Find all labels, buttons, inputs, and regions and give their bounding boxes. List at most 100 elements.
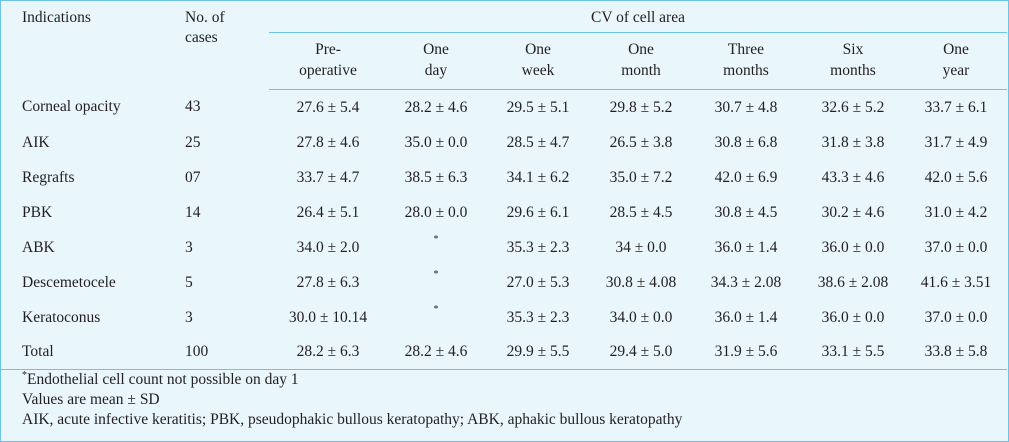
column-header-line1: One bbox=[628, 41, 654, 58]
indications-header: Indications bbox=[22, 9, 91, 26]
value-cell: 29.9 ± 5.5 bbox=[485, 335, 591, 370]
value-cell: 42.0 ± 5.6 bbox=[924, 168, 988, 186]
table-row: Regrafts 07 33.7 ± 4.7 38.5 ± 6.3 34.1 ± 6.2… bbox=[0, 160, 1007, 195]
column-header-line2: week bbox=[521, 62, 555, 79]
value-cell: 33.1 ± 5.5 bbox=[801, 335, 905, 370]
value-cell: 29.5 ± 5.1 bbox=[506, 98, 570, 116]
not-available-mark: * bbox=[433, 269, 439, 280]
value-cell: 42.0 ± 6.9 bbox=[714, 168, 778, 186]
value-cell: 29.4 ± 5.0 bbox=[591, 335, 691, 370]
value-cell: 30.0 ± 10.14 bbox=[288, 308, 368, 326]
cases-header: No. of cases bbox=[185, 0, 269, 90]
value-cell: 36.0 ± 1.4 bbox=[714, 308, 778, 326]
value-cell: 31.0 ± 4.2 bbox=[924, 203, 988, 221]
column-header: One day bbox=[387, 32, 485, 90]
value-cell: 28.5 ± 4.5 bbox=[609, 203, 673, 221]
value-cell: 27.8 ± 6.3 bbox=[296, 273, 360, 291]
indication-cell: Keratoconus bbox=[22, 308, 101, 326]
column-header-line1: One bbox=[525, 41, 551, 58]
value-cell: 30.8 ± 6.8 bbox=[714, 133, 778, 151]
footnote-abbreviations: AIK, acute infective keratitis; PBK, pse… bbox=[22, 411, 683, 429]
value-cell: 35.3 ± 2.3 bbox=[506, 238, 570, 256]
value-cell: 31.9 ± 5.6 bbox=[691, 335, 801, 370]
cases-cell: 3 bbox=[185, 308, 193, 326]
value-cell: 31.8 ± 3.8 bbox=[821, 133, 885, 151]
value-cell: 29.6 ± 6.1 bbox=[506, 203, 570, 221]
value-cell: 38.5 ± 6.3 bbox=[404, 168, 468, 186]
column-header: One month bbox=[591, 32, 691, 90]
value-cell: 27.8 ± 4.6 bbox=[296, 133, 360, 151]
column-header: One year bbox=[905, 32, 1007, 90]
value-cell: 34.0 ± 0.0 bbox=[609, 308, 673, 326]
column-header-line1: One bbox=[943, 41, 969, 58]
indication-cell: AIK bbox=[22, 133, 50, 151]
column-header-line1: Six bbox=[842, 41, 864, 58]
cases-header-line1: No. of bbox=[185, 9, 225, 26]
column-header-line1: Pre- bbox=[315, 41, 341, 58]
value-cell: 37.0 ± 0.0 bbox=[924, 308, 988, 326]
value-cell: 34.0 ± 2.0 bbox=[296, 238, 360, 256]
column-header: Three months bbox=[691, 32, 801, 90]
table-row: Descemetocele 5 27.8 ± 6.3 * 27.0 ± 5.3 30.8 … bbox=[0, 265, 1007, 300]
indication-cell: Total bbox=[0, 335, 185, 370]
cases-cell: 3 bbox=[185, 238, 193, 256]
value-cell: 28.2 ± 6.3 bbox=[269, 335, 387, 370]
value-cell: 34 ± 0.0 bbox=[615, 238, 667, 256]
value-cell: 28.5 ± 4.7 bbox=[506, 133, 570, 151]
not-available-mark: * bbox=[433, 234, 439, 245]
value-cell: 36.0 ± 0.0 bbox=[821, 238, 885, 256]
cases-cell: 43 bbox=[185, 98, 201, 116]
column-header-line1: One bbox=[423, 41, 449, 58]
value-cell: 28.2 ± 4.6 bbox=[387, 335, 485, 370]
value-cell: 38.6 ± 2.08 bbox=[817, 273, 889, 291]
table-row: PBK 14 26.4 ± 5.1 28.0 ± 0.0 29.6 ± 6.1 28.5 … bbox=[0, 195, 1007, 230]
column-header-line2: months bbox=[830, 62, 876, 79]
footnote-star-mark: * bbox=[22, 370, 27, 381]
column-header: Pre-operative bbox=[269, 32, 387, 90]
cases-cell: 14 bbox=[185, 203, 201, 221]
column-header: One week bbox=[485, 32, 591, 90]
table-row: AIK 25 27.8 ± 4.6 35.0 ± 0.0 28.5 ± 4.7 26.5 … bbox=[0, 125, 1007, 160]
cases-cell: 100 bbox=[185, 335, 269, 370]
table-row: Keratoconus 3 30.0 ± 10.14 * 35.3 ± 2.3 34.0 … bbox=[0, 300, 1007, 335]
cv-cell-area-table: Indications No. of cases CV of cell area… bbox=[0, 0, 1007, 370]
table-footnotes: *Endothelial cell count not possible on … bbox=[22, 366, 682, 430]
column-header-line2: months bbox=[723, 62, 769, 79]
value-cell: 33.7 ± 6.1 bbox=[924, 98, 988, 116]
value-cell: 30.8 ± 4.5 bbox=[714, 203, 778, 221]
value-cell: 27.6 ± 5.4 bbox=[296, 98, 360, 116]
value-cell: 29.8 ± 5.2 bbox=[609, 98, 673, 116]
column-header-line1: Three bbox=[727, 41, 765, 58]
indication-cell: Corneal opacity bbox=[22, 98, 121, 116]
column-header-line2: year bbox=[942, 62, 970, 79]
indication-cell: Regrafts bbox=[22, 168, 75, 186]
footnote-star-text: Endothelial cell count not possible on d… bbox=[27, 371, 299, 389]
value-cell: 33.7 ± 4.7 bbox=[296, 168, 360, 186]
header-row-1: Indications No. of cases CV of cell area bbox=[0, 0, 1007, 46]
footnote-star: *Endothelial cell count not possible on … bbox=[22, 366, 682, 390]
value-cell: 33.8 ± 5.8 bbox=[905, 335, 1007, 370]
value-cell: 30.7 ± 4.8 bbox=[714, 98, 778, 116]
value-cell: 35.0 ± 7.2 bbox=[609, 168, 673, 186]
value-cell: 37.0 ± 0.0 bbox=[924, 238, 988, 256]
value-cell: 30.8 ± 4.08 bbox=[605, 273, 677, 291]
table-row: Total 100 28.2 ± 6.3 28.2 ± 4.6 29.9 ± 5.5 29… bbox=[0, 335, 1007, 370]
indication-cell: Descemetocele bbox=[22, 273, 116, 291]
cases-cell: 5 bbox=[185, 273, 193, 291]
indication-cell: PBK bbox=[22, 203, 53, 221]
column-header-line2: operative bbox=[299, 62, 357, 79]
value-cell: 28.2 ± 4.6 bbox=[404, 98, 468, 116]
value-cell: 36.0 ± 0.0 bbox=[821, 308, 885, 326]
value-cell: 27.0 ± 5.3 bbox=[506, 273, 570, 291]
value-cell: 41.6 ± 3.51 bbox=[920, 273, 992, 291]
value-cell: 35.0 ± 0.0 bbox=[404, 133, 468, 151]
table-body: Corneal opacity 43 27.6 ± 5.4 28.2 ± 4.6 29.… bbox=[0, 90, 1007, 370]
value-cell: 34.1 ± 6.2 bbox=[506, 168, 570, 186]
value-cell: 28.0 ± 0.0 bbox=[404, 203, 468, 221]
cv-title-header: CV of cell area bbox=[269, 0, 1007, 33]
value-cell: 26.5 ± 3.8 bbox=[609, 133, 673, 151]
value-cell: 34.3 ± 2.08 bbox=[710, 273, 782, 291]
value-cell: 35.3 ± 2.3 bbox=[506, 308, 570, 326]
table-row: ABK 3 34.0 ± 2.0 * 35.3 ± 2.3 34 ± 0.0 36.0 ± … bbox=[0, 230, 1007, 265]
cases-header-line2: cases bbox=[185, 29, 218, 46]
